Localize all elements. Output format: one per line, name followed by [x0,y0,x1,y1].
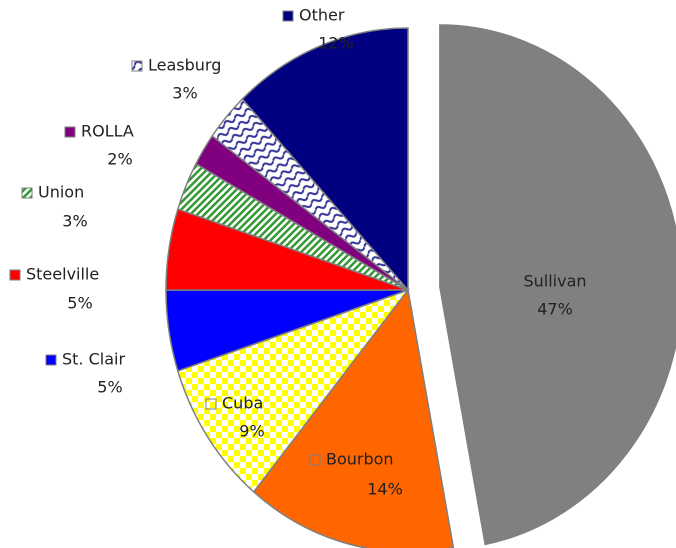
slice-label: Other [299,6,345,25]
slice-value-label: 5% [67,294,92,313]
pie-slice [439,24,676,546]
slice-label: Steelville [26,265,99,284]
slice-value-label: 9% [239,422,264,441]
legend-marker [64,126,76,138]
pie-slice [241,27,409,293]
legend-marker [309,454,321,466]
slice-label: Sullivan [523,272,586,291]
legend-marker [9,269,21,281]
legend-marker [131,60,143,72]
slice-label: Leasburg [148,56,221,75]
slice-value-label: 5% [97,378,122,397]
slice-value-label: 3% [62,212,87,231]
legend-marker [282,10,294,22]
slice-value-label: 3% [172,84,197,103]
slice-label: Union [38,183,84,202]
pie-slice [176,288,411,493]
legend-marker [21,187,33,199]
slice-value-label: 14% [367,480,403,499]
slice-value-label: 47% [537,300,573,319]
slice-label: ROLLA [81,122,134,141]
slice-label: St. Clair [62,350,125,369]
legend-marker [45,354,57,366]
pie-slice [252,288,455,548]
slice-label: Cuba [222,394,263,413]
slice-value-label: 12% [318,34,354,53]
slice-label: Bourbon [326,450,394,469]
legend-marker [205,398,217,410]
slice-value-label: 2% [107,150,132,169]
